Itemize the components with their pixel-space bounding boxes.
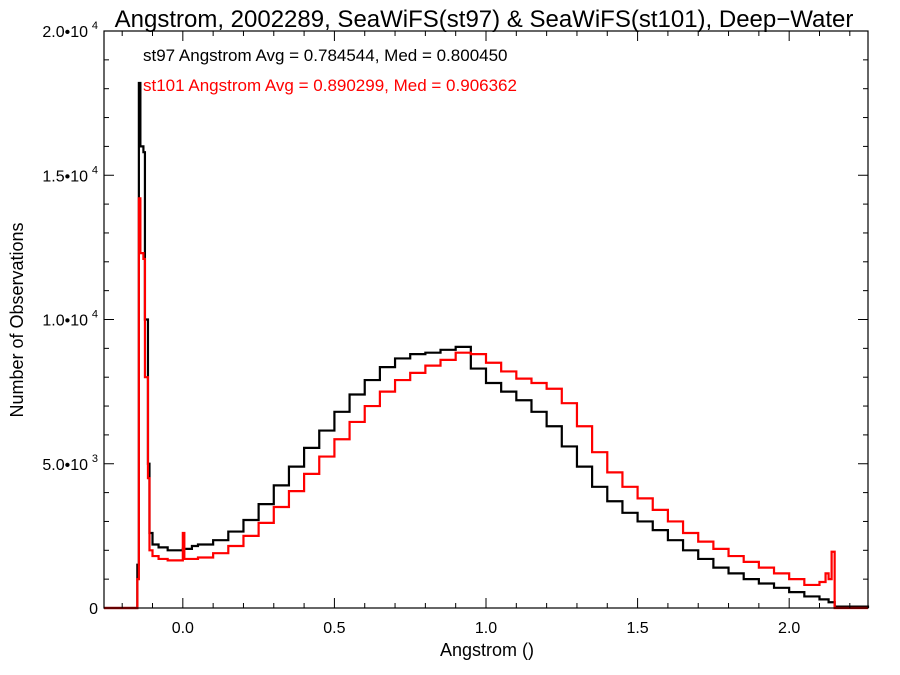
annotations: st97 Angstrom Avg = 0.784544, Med = 0.80… [143, 46, 517, 95]
x-tick-label: 2.0 [778, 620, 800, 637]
x-tick-label: 0.0 [172, 620, 194, 637]
series-line-1 [104, 81, 870, 610]
y-tick-label: 2.0•10 [42, 24, 88, 41]
x-axis-label: Angstrom () [440, 640, 534, 660]
y-axis-label: Number of Observations [7, 222, 27, 417]
y-tick-exponent: 3 [92, 453, 98, 465]
annotation-1: st97 Angstrom Avg = 0.784544, Med = 0.80… [143, 46, 508, 65]
x-tick-label: 1.0 [475, 620, 497, 637]
series-line-2 [104, 197, 868, 610]
y-tick-exponent: 4 [92, 20, 98, 32]
y-tick-label: 5.0•10 [42, 457, 88, 474]
annotation-2: st101 Angstrom Avg = 0.890299, Med = 0.9… [143, 76, 517, 95]
y-tick-label: 1.5•10 [42, 168, 88, 185]
series-layer [104, 81, 870, 610]
ticks-layer: 0.0 0.5 1.0 1.5 2.0 0 5.0•10 3 1.0•10 4 1.5•10 4 2.0… [42, 20, 868, 637]
x-tick-label: 1.5 [626, 620, 648, 637]
y-tick-label: 0 [89, 601, 98, 618]
x-tick-label: 0.5 [323, 620, 345, 637]
y-tick-exponent: 4 [92, 164, 98, 176]
y-tick-label: 1.0•10 [42, 313, 88, 330]
y-tick-exponent: 4 [92, 309, 98, 321]
chart-title: Angstrom, 2002289, SeaWiFS(st97) & SeaWi… [115, 6, 854, 33]
plot-frame [103, 30, 869, 609]
